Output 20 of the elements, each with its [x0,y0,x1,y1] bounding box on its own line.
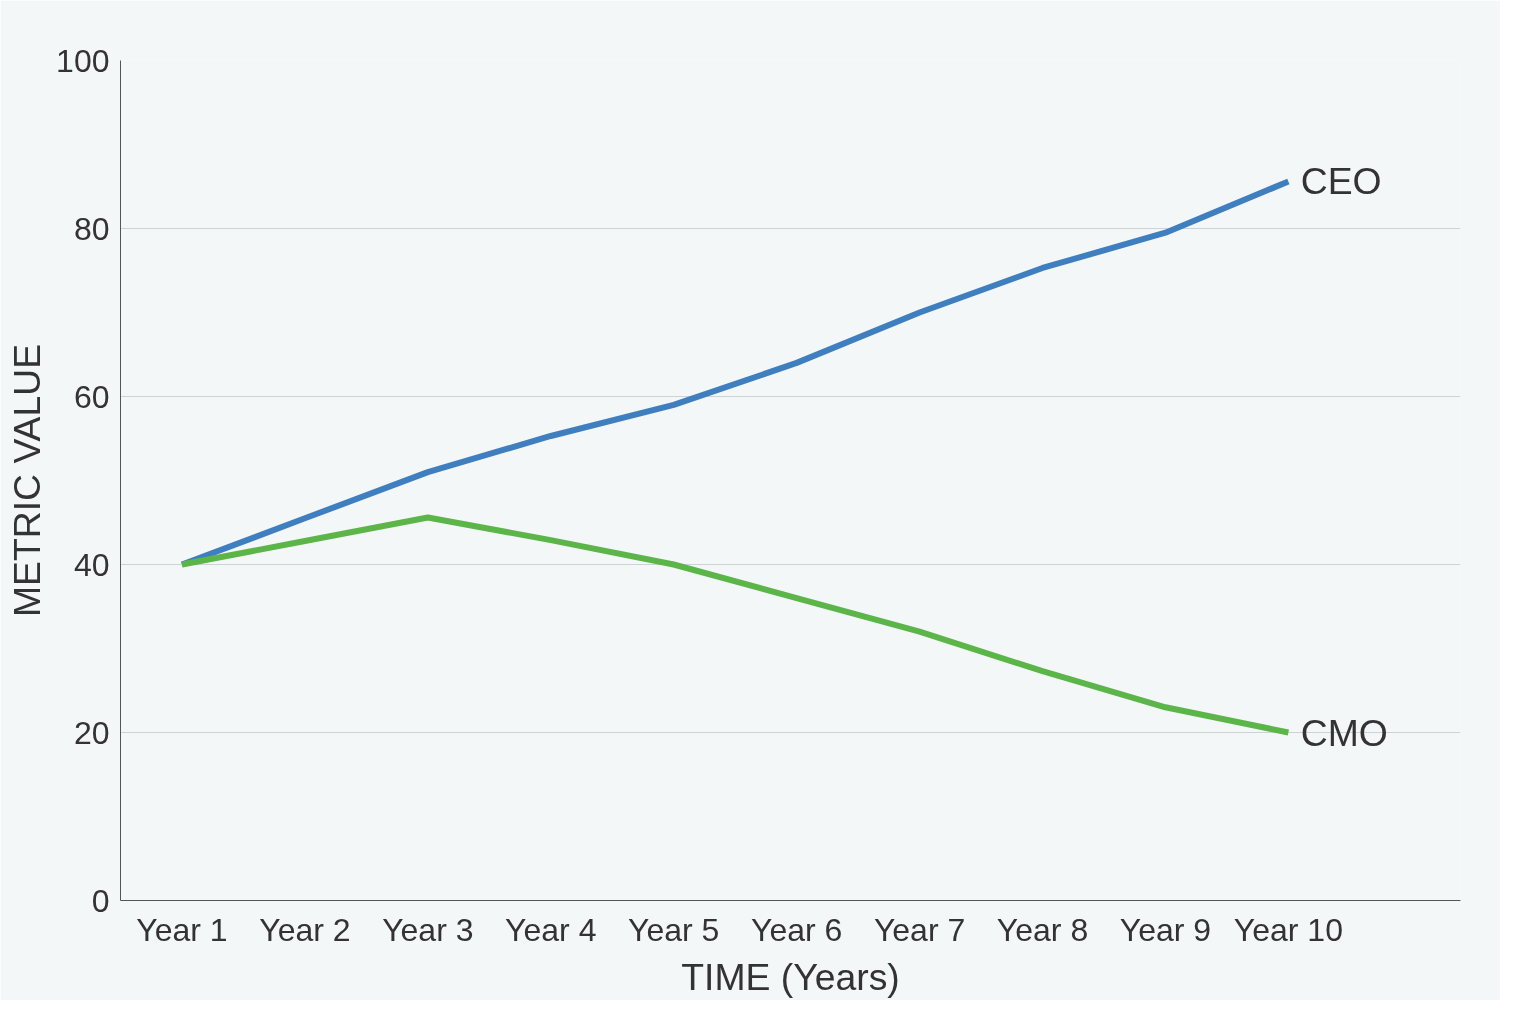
y-tick-label: 80 [73,210,110,247]
y-tick-label: 60 [73,378,110,415]
x-tick-label: Year 4 [505,911,597,948]
series-label: CMO [1300,711,1388,754]
x-tick-label: Year 10 [1233,911,1343,948]
x-tick-label: Year 7 [873,911,966,948]
x-tick-label: Year 5 [628,911,720,948]
x-axis-title: TIME (Years) [681,955,900,998]
x-tick-label: Year 6 [750,911,843,948]
series-label: CEO [1300,160,1382,203]
y-tick-label: 100 [56,42,110,79]
x-tick-label: Year 1 [136,911,228,948]
y-tick-label: 40 [73,546,110,583]
x-tick-label: Year 3 [382,911,474,948]
y-tick-label: 20 [73,714,110,751]
x-tick-label: Year 9 [1119,911,1212,948]
x-tick-label: Year 2 [259,911,351,948]
y-tick-label: 0 [91,882,110,919]
y-axis-title: METRIC VALUE [6,343,49,618]
x-tick-label: Year 8 [996,911,1089,948]
